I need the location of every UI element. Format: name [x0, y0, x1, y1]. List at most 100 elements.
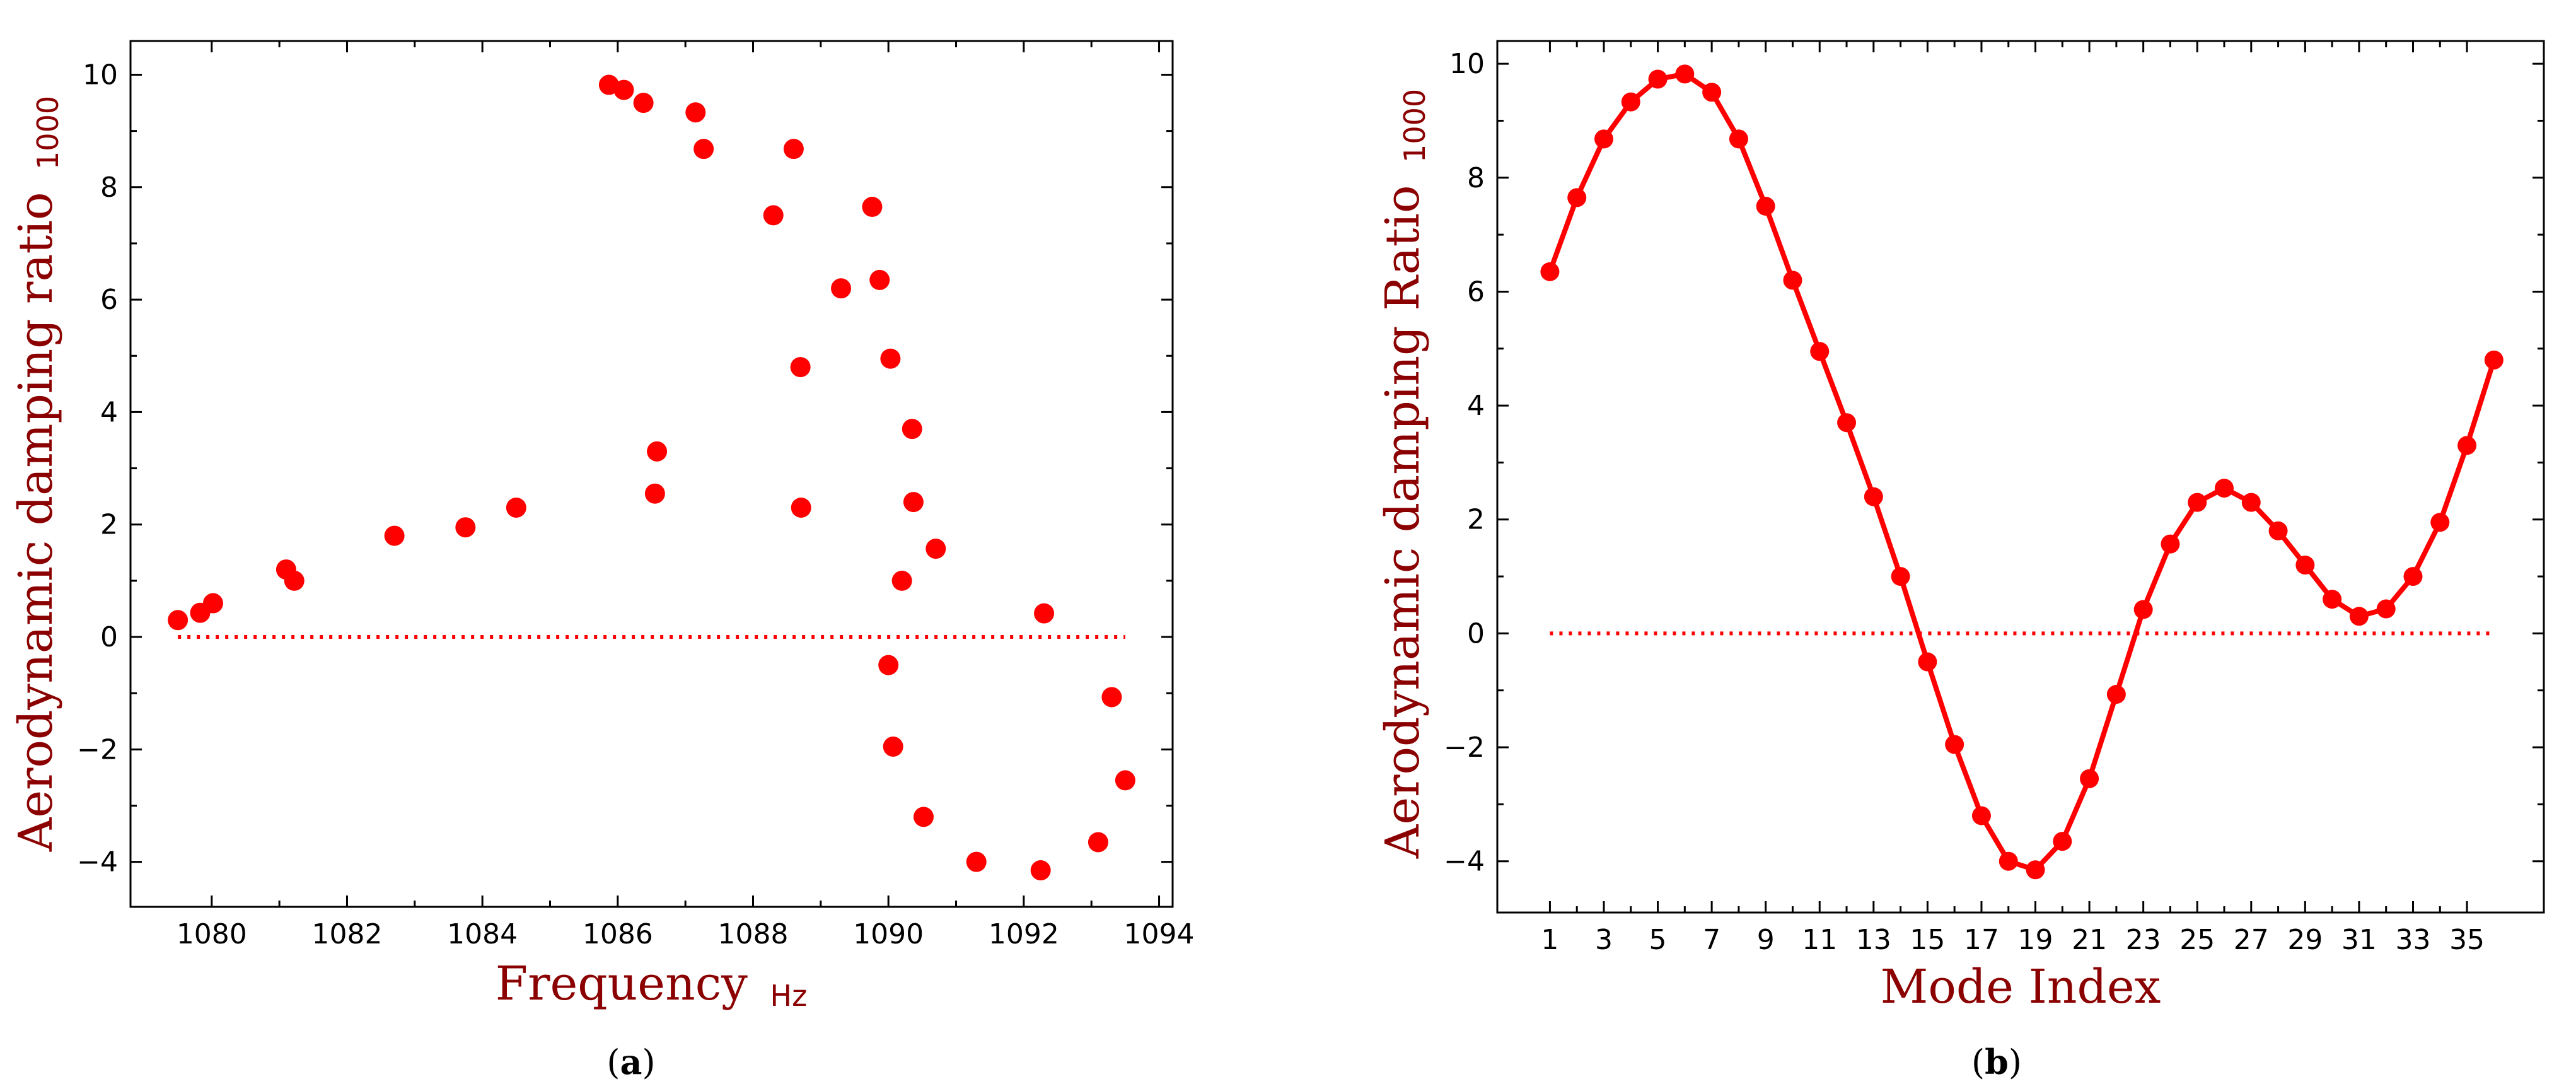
x-tick-label: 17: [1964, 924, 1999, 956]
tick-labels: 1 3 5 7 9 11 13 15 17 19 21 23 25 27 29 31 33 35−4−202468…: [1444, 48, 2485, 956]
y-axis-label: Aerodynamic damping Ratio: [1376, 185, 1430, 859]
data-point: [883, 736, 903, 757]
y-tick-label: 10: [1449, 48, 1485, 80]
x-tick-label: 27: [2234, 924, 2269, 956]
data-point: [647, 441, 668, 462]
x-tick-label: 5: [1649, 924, 1667, 956]
x-tick-label: 19: [2018, 924, 2053, 956]
panel-a: 1080 1082 1084 1086 1088 1090 1092 1094 −4 −2 0 2 4 6…: [9, 40, 1195, 1082]
data-point: [455, 517, 476, 538]
data-point: [2457, 436, 2477, 455]
data-point: [2106, 685, 2126, 704]
data-point: [1891, 567, 1910, 586]
y-tick-label: 10: [83, 59, 118, 91]
x-tick-label: 25: [2179, 924, 2215, 956]
y-tick-label: 2: [1467, 504, 1485, 536]
data-point: [1675, 64, 1695, 84]
x-tick-label: 21: [2072, 924, 2107, 956]
tick-marks: [1497, 41, 2544, 913]
data-point: [2295, 556, 2315, 575]
y-tick-label: 0: [100, 621, 118, 653]
data-point: [862, 197, 883, 218]
data-point: [913, 807, 934, 827]
data-point: [791, 497, 811, 518]
data-point: [1945, 735, 1964, 754]
data-point: [2430, 513, 2450, 532]
data-point: [902, 419, 922, 440]
data-points: [168, 74, 1135, 881]
data-point: [644, 483, 665, 504]
x-axis-unit: Hz: [770, 979, 808, 1013]
y-tick-label: 8: [100, 172, 118, 204]
data-point: [1918, 652, 1937, 672]
data-point: [1864, 487, 1883, 506]
data-point: [1540, 262, 1560, 281]
data-point: [2215, 479, 2234, 498]
data-point: [1810, 342, 1830, 361]
data-point: [2188, 493, 2207, 512]
y-tick-label: −4: [1444, 846, 1485, 878]
data-point: [633, 93, 654, 114]
data-point: [831, 278, 852, 299]
x-tick-label: 31: [2341, 924, 2377, 956]
data-point: [2053, 832, 2072, 851]
data-point: [1702, 83, 1722, 102]
panel-letter: a: [620, 1042, 642, 1082]
data-point: [2376, 599, 2396, 619]
data-point: [1115, 770, 1135, 791]
data-point: [1034, 603, 1055, 624]
x-tick-label: 35: [2449, 924, 2485, 956]
x-tick-label: 1094: [1124, 918, 1195, 950]
x-tick-label: 13: [1856, 924, 1891, 956]
data-point: [891, 570, 912, 591]
data-point: [2484, 350, 2503, 370]
tick-marks: [131, 41, 1173, 907]
x-tick-label: 1092: [989, 918, 1059, 950]
y-tick-label: 4: [1467, 390, 1485, 422]
x-tick-label: 11: [1802, 924, 1837, 956]
x-axis-title: Mode Index: [1881, 960, 2161, 1014]
data-point: [168, 610, 189, 631]
x-tick-label: 33: [2396, 924, 2431, 956]
data-point: [783, 139, 804, 160]
panel-caption: (b): [1971, 1042, 2022, 1082]
y-tick-label: 2: [100, 509, 118, 541]
y-tick-label: −2: [1444, 732, 1485, 764]
x-tick-label: 1: [1541, 924, 1558, 956]
data-point: [925, 539, 946, 559]
data-point: [1621, 92, 1640, 112]
data-point: [2241, 493, 2261, 512]
x-tick-label: 29: [2287, 924, 2323, 956]
data-point: [903, 492, 924, 513]
x-tick-label: 1082: [311, 918, 382, 950]
y-tick-label: 6: [1467, 276, 1485, 308]
data-point: [2026, 860, 2045, 880]
data-point: [506, 497, 526, 518]
y-tick-label: −2: [77, 733, 118, 766]
data-point: [1729, 129, 1748, 149]
data-point: [763, 205, 784, 226]
data-point: [202, 593, 223, 614]
data-point: [685, 102, 706, 123]
data-point: [613, 79, 634, 100]
x-tick-label: 3: [1595, 924, 1613, 956]
data-point: [1030, 860, 1051, 881]
y-axis-title: Aerodynamic damping ratio 1000: [9, 96, 65, 852]
y-axis-title: Aerodynamic damping Ratio 1000: [1376, 89, 1432, 859]
data-point: [878, 655, 899, 675]
plot-frame: [129, 40, 1174, 908]
data-point: [880, 348, 901, 369]
series-line: [1547, 71, 2497, 873]
panel-b: 1 3 5 7 9 11 13 15 17 19 21 23 25 27 29 31 33 35−4−202468…: [1376, 40, 2545, 1082]
data-point: [1101, 687, 1122, 708]
y-tick-label: 6: [100, 284, 118, 316]
data-point: [790, 357, 811, 378]
x-tick-label: 9: [1757, 924, 1775, 956]
x-tick-label: 1088: [718, 918, 789, 950]
data-point: [2133, 600, 2153, 619]
data-point: [1837, 413, 1857, 433]
x-tick-label: 1090: [853, 918, 924, 950]
data-point: [2161, 534, 2180, 554]
y-tick-label: 8: [1467, 162, 1485, 194]
